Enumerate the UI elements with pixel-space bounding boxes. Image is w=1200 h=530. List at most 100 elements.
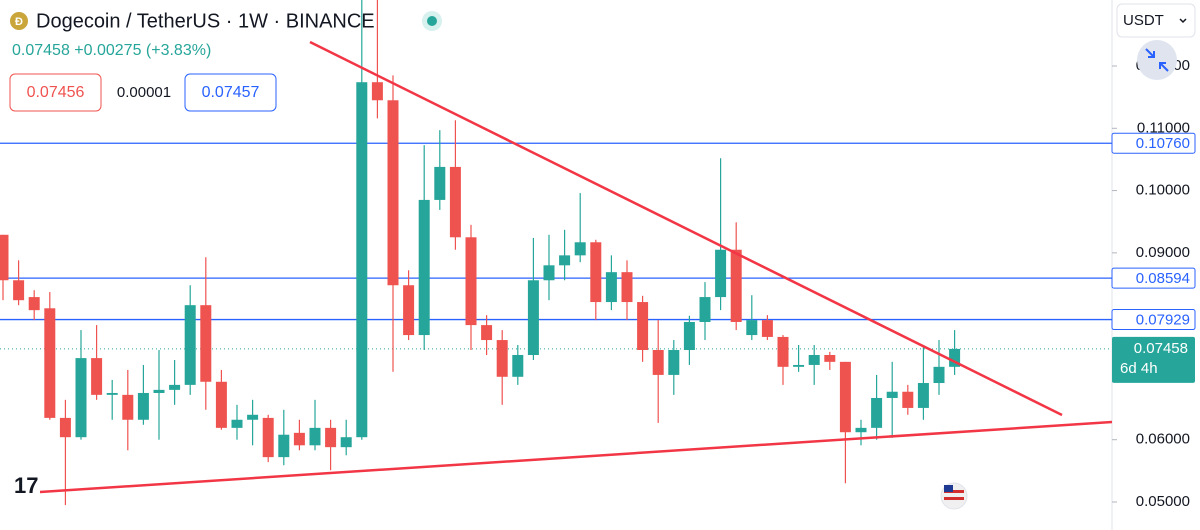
candle-body (91, 358, 103, 395)
currency-button[interactable] (1116, 3, 1196, 38)
candle-body (122, 394, 134, 420)
coin-icon-glyph: Ð (15, 16, 23, 28)
candle-body (637, 302, 649, 351)
candle-body (325, 427, 337, 448)
candle-body (106, 392, 118, 395)
y-tick-label: 0.11000 (1137, 119, 1190, 136)
candle-body (621, 272, 633, 303)
candle-body (730, 249, 742, 322)
y-tick-label: 0.06000 (1136, 431, 1190, 448)
candle-body (527, 280, 539, 355)
candle-body (309, 427, 321, 446)
sell-box[interactable] (9, 73, 102, 112)
candle-body (403, 285, 415, 336)
candle-body (247, 414, 259, 420)
candle-body (169, 384, 181, 390)
trendlines (39, 40, 1112, 494)
y-tick-label: 0.10000 (1136, 182, 1190, 199)
candle-body (512, 354, 524, 377)
candle-body (668, 350, 680, 375)
level-label-box (1111, 132, 1196, 154)
collapse-button[interactable] (1137, 40, 1177, 80)
candle-body (418, 199, 430, 336)
candle-body (44, 308, 56, 418)
level-label-box (1111, 267, 1196, 289)
collapse-icon (1145, 48, 1169, 72)
candle-body (481, 325, 493, 341)
candle-body (777, 336, 789, 367)
coin-icon (10, 12, 28, 30)
trendline (39, 420, 1112, 494)
chart-title: Dogecoin / TetherUS · 1W · BINANCE (36, 10, 375, 32)
candle-body (808, 354, 820, 365)
candle-body (153, 389, 165, 393)
candle-body (824, 354, 836, 362)
flag-stripe (944, 497, 964, 500)
last-price-box (1112, 336, 1195, 383)
candle-body (449, 166, 461, 238)
candle-body (559, 255, 571, 266)
flag-canton (944, 485, 953, 492)
candle-body (75, 358, 87, 438)
candle-body (231, 419, 243, 428)
candle-body (543, 265, 555, 281)
candle-body (371, 82, 383, 101)
ask-price[interactable]: 0.07457 (202, 84, 260, 101)
plot-area (0, 0, 1112, 506)
candle-body (465, 237, 477, 326)
candle-body (871, 397, 883, 428)
level-label: 0.10760 (1136, 135, 1190, 152)
tv-logo: 17 (14, 473, 38, 498)
candle-body (262, 417, 274, 458)
level-label: 0.08594 (1136, 270, 1190, 287)
currency[interactable]: USDT (1123, 12, 1164, 29)
candle-body (0, 234, 9, 281)
y-tick-label: 0.05000 (1136, 493, 1190, 510)
candle-body (652, 350, 664, 375)
price-info: 0.07458 +0.00275 (+3.83%) (12, 42, 211, 59)
candle-body (278, 434, 290, 458)
candle-body (855, 427, 867, 433)
candle-body (13, 280, 25, 301)
candle-body (761, 320, 773, 337)
candle-body (434, 166, 446, 200)
buy-box[interactable] (184, 73, 277, 112)
candle-body (917, 383, 929, 408)
level-label: 0.07929 (1136, 312, 1190, 329)
flag-stripe (944, 490, 964, 493)
candle-body (59, 417, 71, 438)
candle-body (200, 305, 212, 382)
trendline (309, 40, 1063, 417)
countdown: 6d 4h (1120, 360, 1158, 377)
candle-body (715, 249, 727, 298)
y-tick-label: 0.09000 (1136, 244, 1190, 261)
candle-body (949, 348, 961, 367)
candle-body (356, 82, 368, 438)
bid-price[interactable]: 0.07456 (27, 84, 85, 101)
candle-body (683, 321, 695, 351)
candle-body (590, 242, 602, 303)
candle-body (293, 432, 305, 446)
candle-body (839, 361, 851, 433)
chevron (1179, 18, 1187, 24)
candle-body (902, 391, 914, 408)
candle-body (215, 381, 227, 428)
candle-body (793, 364, 805, 367)
candle-body (387, 100, 399, 286)
candle-body (886, 391, 898, 398)
candle-body (699, 297, 711, 322)
price-axis: 0.050000.060000.070000.080000.090000.100… (1111, 57, 1196, 510)
candle-body (746, 320, 758, 336)
candle-body (28, 297, 40, 311)
candle-body (340, 437, 352, 448)
level-label-box (1111, 309, 1196, 331)
candle-body (137, 392, 149, 420)
candle-body (933, 366, 945, 384)
status-dot (427, 16, 437, 26)
spread: 0.00001 (117, 84, 171, 101)
candle-body (574, 242, 586, 256)
candle-body (496, 340, 508, 377)
candle-body (605, 272, 617, 303)
candle-body (184, 305, 196, 385)
